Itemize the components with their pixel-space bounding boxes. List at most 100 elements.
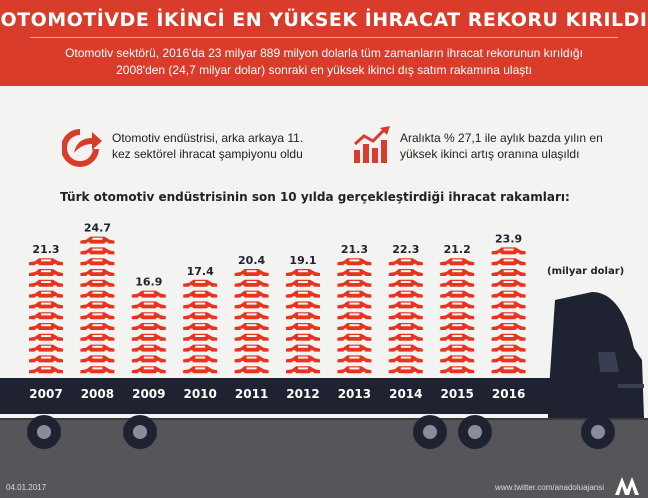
car-window <box>246 367 257 370</box>
car-window <box>92 335 103 337</box>
car-window <box>41 324 51 327</box>
car-wheel <box>515 360 520 365</box>
car-icon <box>80 344 115 352</box>
car-wheel <box>53 263 57 268</box>
car-wheel <box>394 306 399 311</box>
car-icon <box>29 279 63 287</box>
car-icon <box>337 366 372 374</box>
car-icon <box>388 312 423 320</box>
car-window <box>195 291 206 294</box>
car-wheel <box>137 350 142 355</box>
car-window <box>41 259 51 262</box>
car-window <box>92 259 103 262</box>
page-title: OTOMOTİVDE İKİNCİ EN YÜKSEK İHRACAT REKO… <box>0 9 648 31</box>
car-icon <box>440 312 475 320</box>
truck-hubcap <box>591 425 605 439</box>
car-icon <box>337 269 372 276</box>
car-wheel <box>258 285 263 290</box>
curved-arrow-icon <box>62 127 104 167</box>
car-window <box>452 313 463 316</box>
car-window <box>349 313 360 316</box>
car-wheel <box>86 360 91 365</box>
car-wheel <box>497 317 502 322</box>
car-wheel <box>446 285 451 290</box>
car-window <box>298 302 308 305</box>
car-wheel <box>86 339 91 344</box>
car-window <box>143 367 154 370</box>
car-wheel <box>292 306 296 311</box>
car-wheel <box>412 263 417 268</box>
car-wheel <box>53 306 57 311</box>
car-window <box>195 345 206 348</box>
truck-hubcap <box>468 425 482 439</box>
car-icon <box>80 258 115 266</box>
car-window <box>400 356 411 359</box>
car-wheel <box>343 285 348 290</box>
car-icon <box>29 290 63 298</box>
car-wheel <box>343 263 348 268</box>
car-wheel <box>155 306 160 311</box>
car-icon <box>440 290 475 298</box>
car-wheel <box>464 360 469 365</box>
truck-hubcap <box>423 425 437 439</box>
car-wheel <box>104 350 109 355</box>
car-wheel <box>497 371 502 376</box>
car-icon <box>29 312 63 320</box>
car-wheel <box>361 371 366 376</box>
car-icon <box>491 312 526 320</box>
car-wheel <box>258 328 263 333</box>
footer-link[interactable]: www.twitter.com/anadoluajansi <box>495 483 604 492</box>
car-wheel <box>292 296 296 301</box>
car-icon <box>29 301 63 309</box>
title-divider <box>30 37 618 38</box>
car-window <box>246 291 257 294</box>
car-window <box>92 324 103 327</box>
car-wheel <box>104 371 109 376</box>
car-wheel <box>343 306 348 311</box>
car-wheel <box>189 306 194 311</box>
car-icon <box>80 323 115 330</box>
car-window <box>92 237 103 240</box>
bar-2015 <box>440 258 475 376</box>
value-label: 22.3 <box>392 243 419 256</box>
car-window <box>503 335 514 337</box>
car-icon <box>388 366 423 374</box>
car-icon <box>131 312 166 320</box>
car-window <box>503 248 514 251</box>
car-icon <box>337 258 372 266</box>
car-wheel <box>361 285 366 290</box>
car-window <box>195 367 206 370</box>
car-wheel <box>497 328 502 333</box>
car-window <box>349 324 360 327</box>
value-label: 23.9 <box>495 232 522 245</box>
car-wheel <box>343 350 348 355</box>
car-icon <box>286 279 320 287</box>
car-wheel <box>86 317 91 322</box>
year-label: 2011 <box>235 387 268 401</box>
car-icon <box>234 290 269 298</box>
car-wheel <box>137 296 142 301</box>
truck-illustration <box>0 292 644 449</box>
car-wheel <box>515 371 520 376</box>
road <box>0 418 648 498</box>
car-wheel <box>497 263 502 268</box>
car-wheel <box>86 328 91 333</box>
year-label: 2014 <box>389 387 422 401</box>
car-wheel <box>53 371 57 376</box>
car-icon <box>388 344 423 352</box>
car-window <box>41 356 51 359</box>
car-window <box>503 313 514 316</box>
car-icon <box>337 312 372 320</box>
car-wheel <box>137 328 142 333</box>
car-window <box>400 345 411 348</box>
car-wheel <box>446 371 451 376</box>
car-window <box>41 302 51 305</box>
car-wheel <box>394 263 399 268</box>
trailer-chassis <box>0 404 560 414</box>
car-window <box>298 367 308 370</box>
car-window <box>452 259 463 262</box>
car-icon <box>234 344 269 352</box>
car-icon <box>337 333 372 341</box>
car-wheel <box>343 371 348 376</box>
